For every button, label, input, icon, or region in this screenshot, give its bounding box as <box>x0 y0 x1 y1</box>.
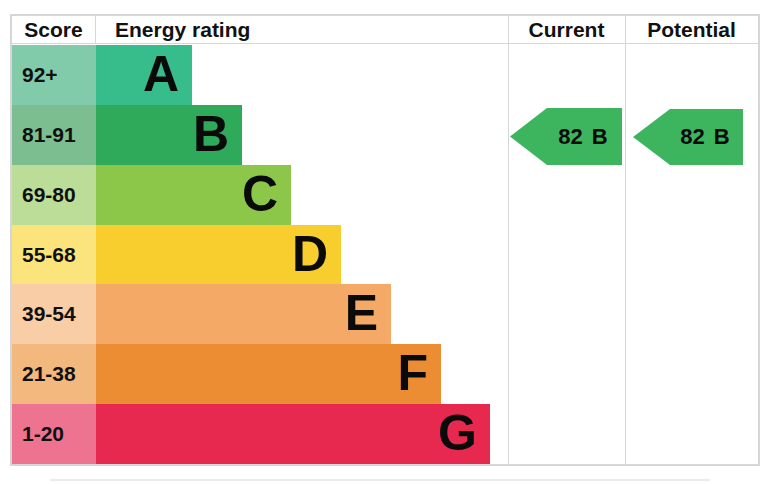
current-rating-label: 82 B <box>544 108 622 165</box>
potential-score-value: 82 <box>680 124 704 150</box>
band-letter: B <box>193 109 229 159</box>
epc-chart-stage: Score Energy rating Current Potential 92… <box>0 0 768 484</box>
header-current: Current <box>508 16 625 44</box>
band-row-f: 21-38 F <box>12 344 758 404</box>
band-score-cell: 39-54 <box>12 284 96 344</box>
column-divider-current <box>508 16 509 464</box>
band-score-cell: 21-38 <box>12 344 96 404</box>
band-bar: B <box>96 105 242 165</box>
header-energy-rating: Energy rating <box>96 16 508 44</box>
band-score-cell: 81-91 <box>12 105 96 165</box>
column-divider-potential <box>625 16 626 464</box>
current-rating-arrow: 82 B <box>510 108 622 165</box>
potential-grade-value: B <box>714 124 730 150</box>
band-bar: F <box>96 344 441 404</box>
band-score-cell: 92+ <box>12 45 96 105</box>
page-bottom-divider <box>50 479 710 481</box>
table-header-row: Score Energy rating Current Potential <box>12 16 758 44</box>
potential-rating-arrow: 82 B <box>633 109 743 165</box>
current-grade-value: B <box>592 124 608 150</box>
header-score: Score <box>12 16 96 43</box>
band-letter: C <box>242 169 278 219</box>
band-row-e: 39-54 E <box>12 284 758 344</box>
epc-rating-table: Score Energy rating Current Potential 92… <box>10 14 760 466</box>
band-row-c: 69-80 C <box>12 165 758 225</box>
band-letter: F <box>397 348 428 398</box>
current-score-value: 82 <box>558 124 582 150</box>
band-row-a: 92+ A <box>12 45 758 105</box>
band-bar: D <box>96 225 341 285</box>
band-bar: C <box>96 165 291 225</box>
band-score-cell: 1-20 <box>12 404 96 464</box>
band-letter: D <box>292 229 328 279</box>
band-bar: G <box>96 404 490 464</box>
band-row-d: 55-68 D <box>12 225 758 285</box>
band-letter: E <box>345 288 378 338</box>
band-row-g: 1-20 G <box>12 404 758 464</box>
band-bar: A <box>96 45 192 105</box>
band-letter: G <box>438 408 477 458</box>
rating-bands: 92+ A 81-91 B 69-80 C 55-68 D 39-54 E 21… <box>12 45 758 464</box>
header-potential: Potential <box>625 16 758 44</box>
potential-rating-label: 82 B <box>667 109 743 165</box>
band-bar: E <box>96 284 391 344</box>
band-score-cell: 55-68 <box>12 225 96 285</box>
band-letter: A <box>143 49 179 99</box>
band-score-cell: 69-80 <box>12 165 96 225</box>
